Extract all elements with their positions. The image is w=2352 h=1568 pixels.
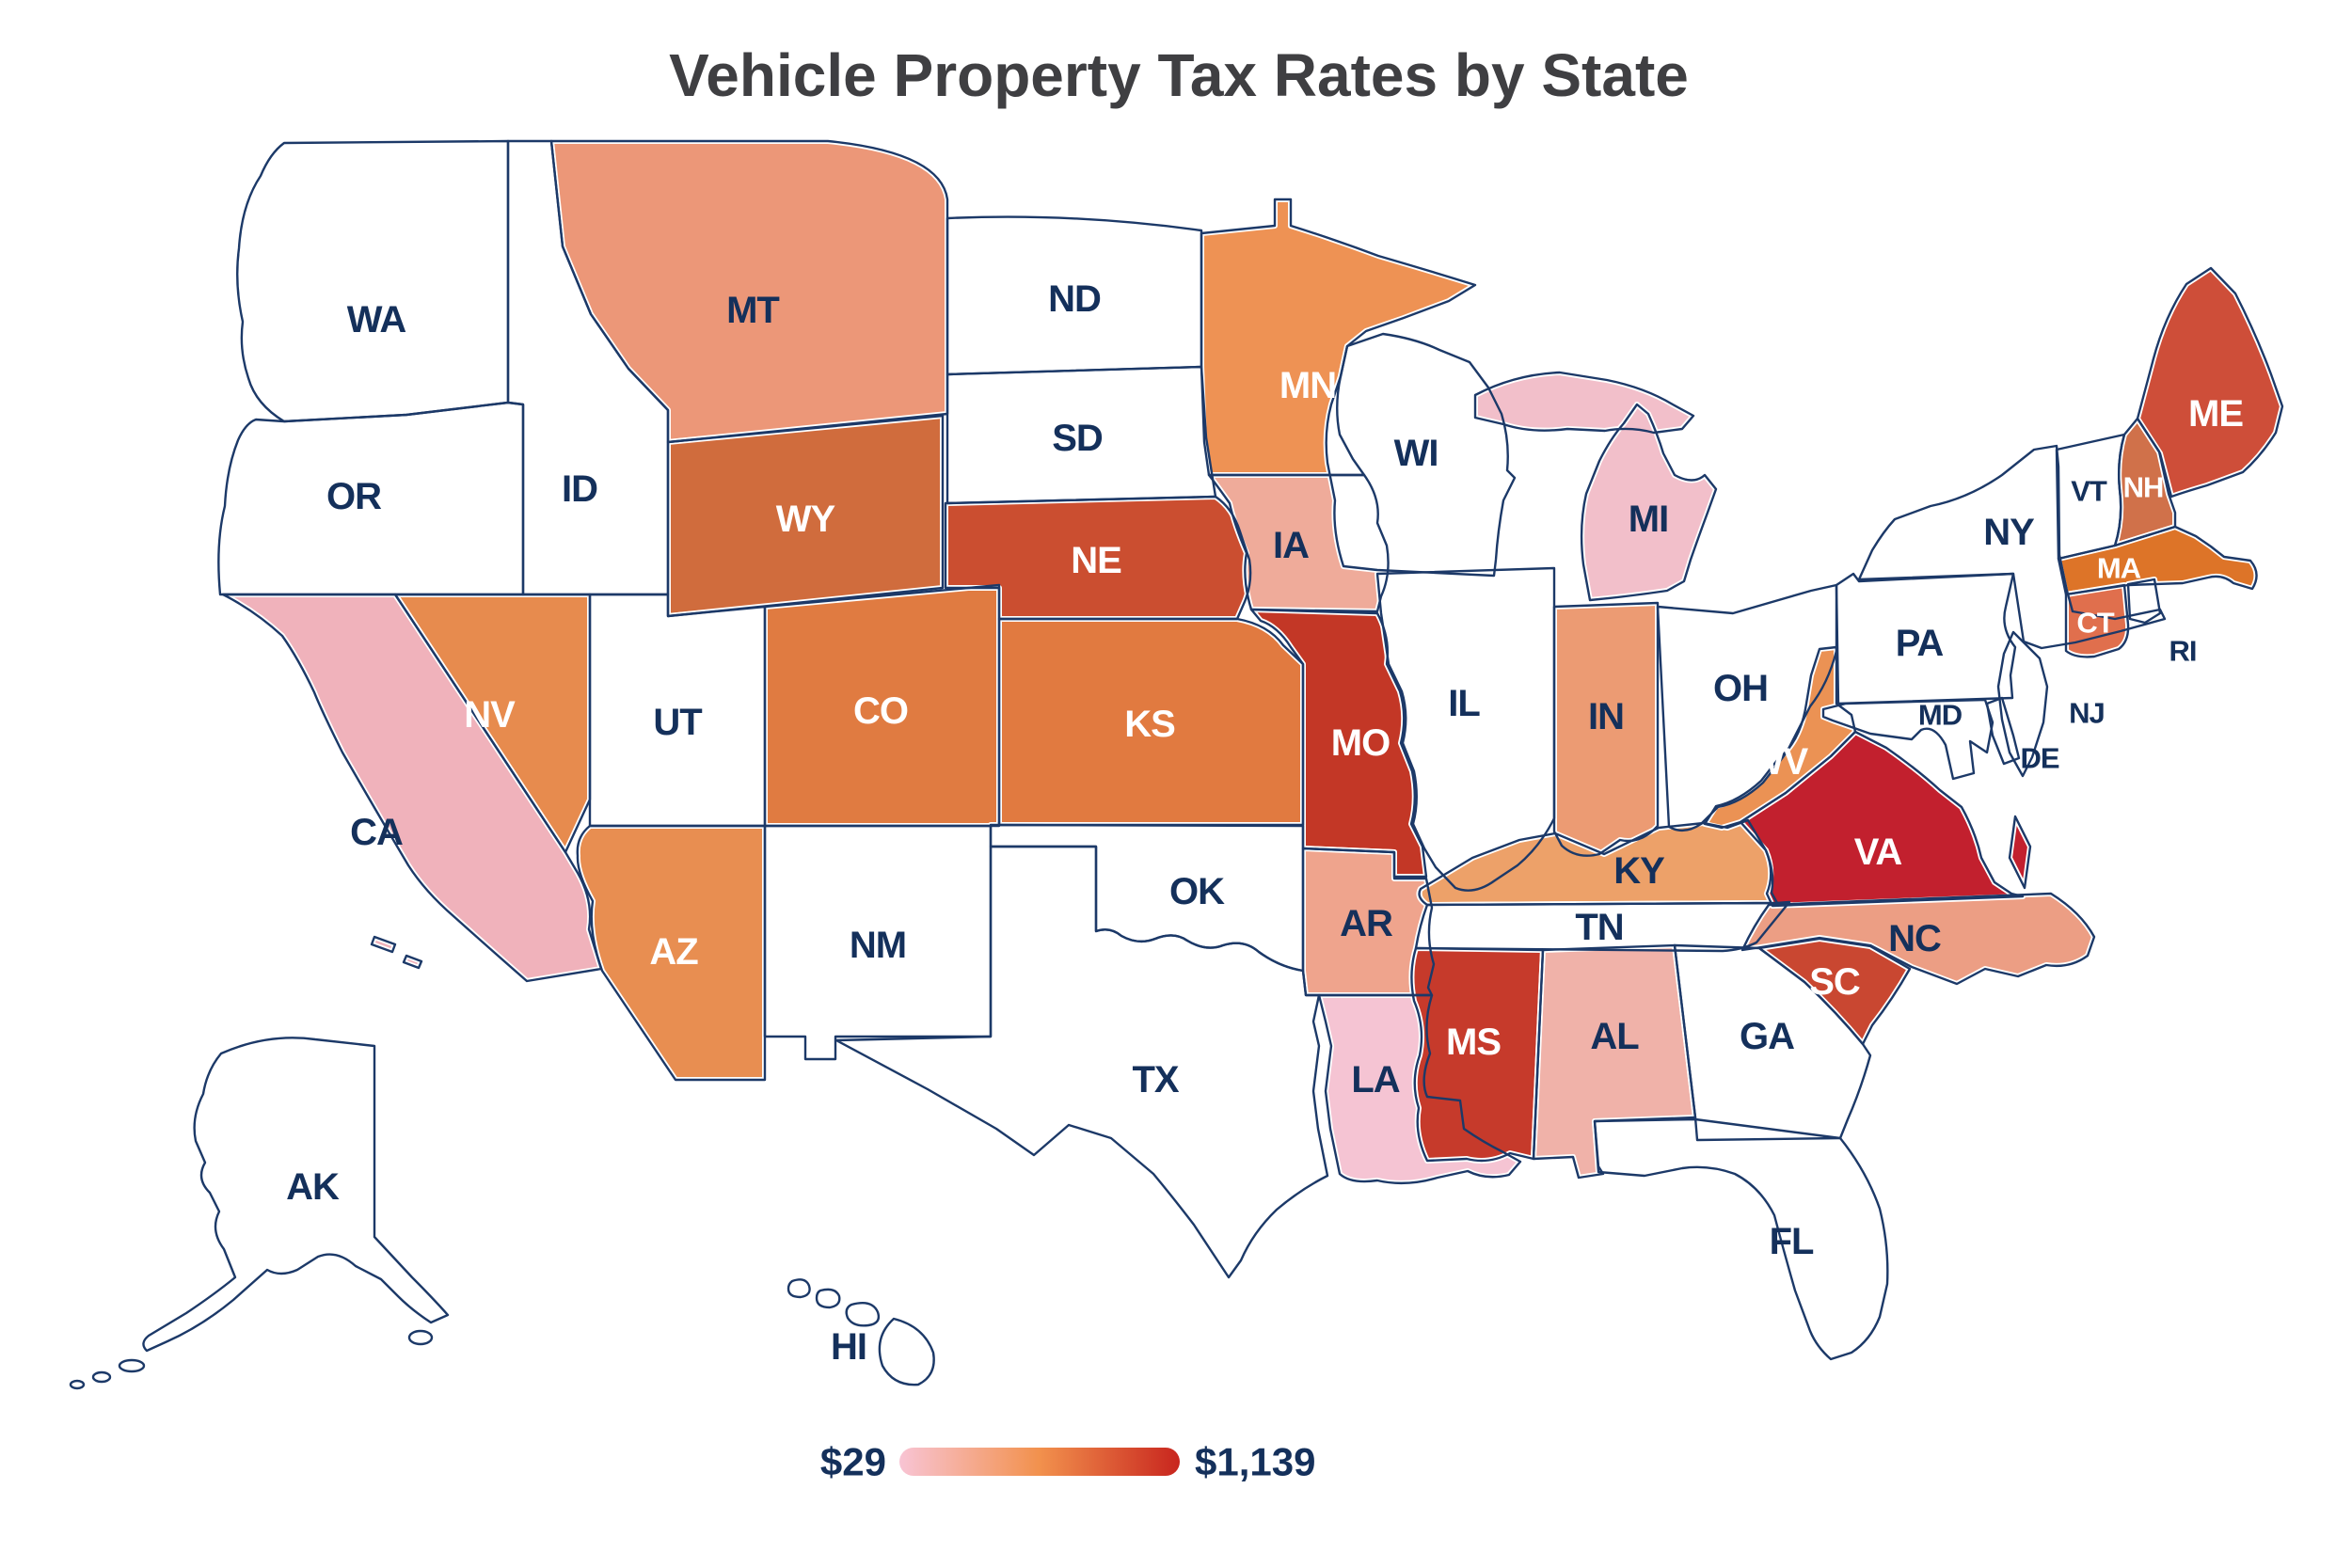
state-label-ct: CT <box>2076 607 2114 640</box>
state-label-co: CO <box>853 690 908 732</box>
state-label-tx: TX <box>1132 1059 1179 1101</box>
state-label-de: DE <box>2020 742 2058 775</box>
state-label-mo: MO <box>1331 722 1390 764</box>
legend: $29 $1,139 <box>820 1440 1316 1484</box>
state-label-ok: OK <box>1169 871 1225 912</box>
state-label-or: OR <box>326 476 382 517</box>
state-label-in: IN <box>1588 696 1624 737</box>
state-label-ar: AR <box>1340 903 1393 944</box>
state-label-wv: WV <box>1749 741 1809 783</box>
state-label-hi: HI <box>831 1326 866 1368</box>
state-label-vt: VT <box>2071 475 2107 508</box>
state-label-la: LA <box>1351 1059 1399 1101</box>
state-label-wa: WA <box>347 299 406 341</box>
us-map <box>68 138 2285 1391</box>
state-label-ks: KS <box>1124 704 1175 745</box>
legend-max-label: $1,139 <box>1195 1440 1315 1484</box>
state-label-fl: FL <box>1770 1221 1814 1262</box>
legend-gradient-bar <box>899 1448 1180 1476</box>
state-label-nd: ND <box>1048 278 1101 320</box>
state-label-ca: CA <box>350 812 403 853</box>
state-label-nv: NV <box>464 694 516 736</box>
state-label-ak: AK <box>286 1166 340 1208</box>
state-label-nm: NM <box>850 925 906 966</box>
state-label-az: AZ <box>649 931 698 973</box>
state-label-ga: GA <box>1740 1016 1794 1057</box>
legend-min-label: $29 <box>820 1440 886 1484</box>
state-label-me: ME <box>2188 393 2243 435</box>
state-label-nc: NC <box>1888 918 1941 959</box>
state-label-mt: MT <box>726 290 779 331</box>
page-title: Vehicle Property Tax Rates by State <box>669 41 1689 109</box>
state-label-sc: SC <box>1809 961 1860 1003</box>
state-label-ky: KY <box>1613 850 1665 892</box>
state-borders <box>69 139 2284 1390</box>
state-label-al: AL <box>1590 1016 1639 1057</box>
state-label-va: VA <box>1854 832 1902 873</box>
state-label-sd: SD <box>1052 418 1103 459</box>
state-label-ne: NE <box>1071 540 1121 581</box>
state-labels: WA OR ID MT WY UT NV CA AZ NM CO ND SD N… <box>286 278 2244 1368</box>
state-label-mn: MN <box>1279 365 1336 406</box>
state-label-ri: RI <box>2169 635 2197 668</box>
state-label-ny: NY <box>1983 512 2035 553</box>
state-shape-wa <box>234 138 511 424</box>
state-label-wi: WI <box>1394 433 1438 474</box>
state-label-ma: MA <box>2097 552 2141 585</box>
state-label-ms: MS <box>1446 1022 1501 1063</box>
state-label-pa: PA <box>1896 623 1944 664</box>
state-label-ut: UT <box>653 702 702 743</box>
state-label-oh: OH <box>1713 668 1768 709</box>
state-label-wy: WY <box>776 499 836 540</box>
state-shape-fl <box>1592 1117 1891 1362</box>
state-label-md: MD <box>1918 699 1963 732</box>
state-label-il: IL <box>1448 683 1480 724</box>
state-label-mi: MI <box>1629 499 1668 540</box>
state-label-id: ID <box>562 468 597 510</box>
state-label-tn: TN <box>1575 907 1623 948</box>
state-label-nj: NJ <box>2069 697 2105 730</box>
state-label-ia: IA <box>1273 525 1309 566</box>
state-label-nh: NH <box>2123 471 2164 504</box>
